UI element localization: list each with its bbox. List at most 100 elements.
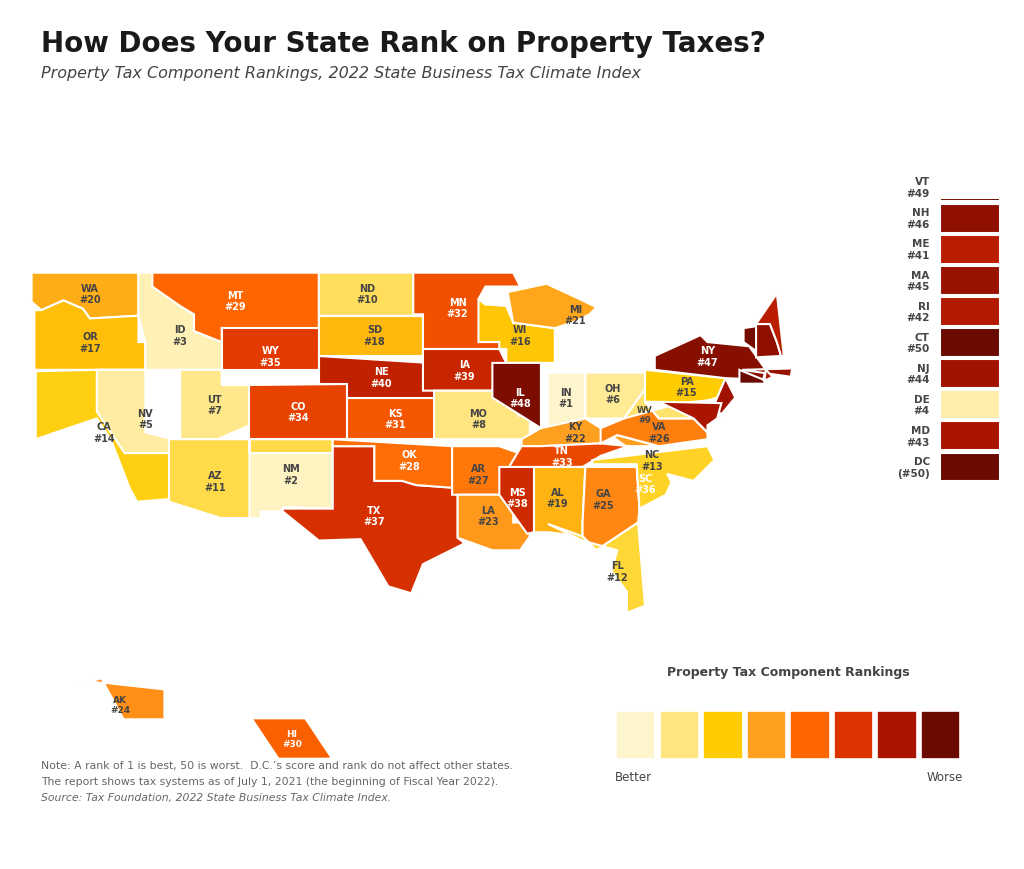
Text: Better: Better <box>614 771 651 783</box>
Text: MI
#21: MI #21 <box>565 304 587 326</box>
Polygon shape <box>333 440 453 488</box>
Text: ME
#41: ME #41 <box>906 239 930 261</box>
Text: NM
#2: NM #2 <box>283 463 300 485</box>
Text: NY
#47: NY #47 <box>696 346 718 368</box>
Polygon shape <box>548 373 586 428</box>
Bar <box>703 711 742 760</box>
Text: TAX FOUNDATION: TAX FOUNDATION <box>23 835 202 852</box>
FancyBboxPatch shape <box>940 328 1000 357</box>
Polygon shape <box>347 398 450 440</box>
Text: UT
#7: UT #7 <box>207 395 222 416</box>
Polygon shape <box>658 402 721 433</box>
Polygon shape <box>756 325 781 358</box>
Polygon shape <box>654 335 766 380</box>
Polygon shape <box>586 373 645 419</box>
Polygon shape <box>739 370 766 384</box>
Text: VT
#49: VT #49 <box>906 177 930 199</box>
Polygon shape <box>252 719 332 759</box>
Polygon shape <box>35 301 145 370</box>
Bar <box>921 711 961 760</box>
Polygon shape <box>32 274 138 319</box>
FancyBboxPatch shape <box>940 298 1000 327</box>
Text: PA
#15: PA #15 <box>676 376 697 398</box>
Polygon shape <box>592 447 715 509</box>
Polygon shape <box>601 390 708 447</box>
Text: RI
#42: RI #42 <box>906 302 930 323</box>
Text: FL
#12: FL #12 <box>606 561 628 582</box>
Text: NC
#13: NC #13 <box>641 450 663 471</box>
Polygon shape <box>250 384 347 440</box>
Polygon shape <box>574 468 639 551</box>
Text: WA
#20: WA #20 <box>79 283 100 305</box>
Polygon shape <box>434 388 529 440</box>
Text: DC
(#50): DC (#50) <box>897 456 930 478</box>
Text: AZ
#11: AZ #11 <box>204 470 225 492</box>
Text: MT
#29: MT #29 <box>225 290 247 312</box>
FancyBboxPatch shape <box>940 204 1000 233</box>
Polygon shape <box>180 370 250 440</box>
Text: NE
#40: NE #40 <box>371 367 392 388</box>
Polygon shape <box>500 468 534 534</box>
Text: KS
#31: KS #31 <box>384 408 407 429</box>
Bar <box>659 711 699 760</box>
Text: MN
#32: MN #32 <box>446 297 469 319</box>
Text: OH
#6: OH #6 <box>605 383 622 405</box>
Text: DE
#4: DE #4 <box>913 395 930 416</box>
Polygon shape <box>508 284 596 328</box>
Polygon shape <box>713 379 735 415</box>
FancyBboxPatch shape <box>940 267 1000 295</box>
Text: WV
#9: WV #9 <box>637 405 653 424</box>
Polygon shape <box>756 295 783 356</box>
Text: OK
#28: OK #28 <box>398 450 420 471</box>
Polygon shape <box>65 679 164 720</box>
Polygon shape <box>548 523 645 613</box>
Polygon shape <box>414 274 520 349</box>
Polygon shape <box>534 468 586 537</box>
Bar <box>878 711 916 760</box>
Polygon shape <box>423 349 506 391</box>
Text: NJ
#44: NJ #44 <box>906 363 930 385</box>
Text: Property Tax Component Rankings: Property Tax Component Rankings <box>668 665 909 678</box>
Text: Property Tax Component Rankings, 2022 State Business Tax Climate Index: Property Tax Component Rankings, 2022 St… <box>41 66 641 81</box>
Polygon shape <box>36 370 180 502</box>
Polygon shape <box>222 328 318 370</box>
Text: WI
#16: WI #16 <box>509 325 530 347</box>
FancyBboxPatch shape <box>940 174 1000 202</box>
Text: MD
#43: MD #43 <box>906 426 930 447</box>
Polygon shape <box>318 274 423 316</box>
Text: ND
#10: ND #10 <box>356 283 378 305</box>
Text: CA
#14: CA #14 <box>93 422 115 443</box>
Polygon shape <box>318 356 439 398</box>
Polygon shape <box>493 363 541 428</box>
Polygon shape <box>637 465 672 509</box>
Bar <box>616 711 655 760</box>
Text: MA
#45: MA #45 <box>906 270 930 292</box>
Polygon shape <box>743 325 770 356</box>
Polygon shape <box>138 274 222 370</box>
Text: OR
#17: OR #17 <box>79 332 100 354</box>
Text: SD
#18: SD #18 <box>364 325 385 347</box>
Polygon shape <box>478 300 555 363</box>
Polygon shape <box>521 419 658 447</box>
Text: CT
#50: CT #50 <box>906 332 930 354</box>
Text: SC
#36: SC #36 <box>634 474 655 494</box>
Polygon shape <box>169 440 333 519</box>
Text: AL
#19: AL #19 <box>547 488 568 508</box>
Text: CO
#34: CO #34 <box>288 401 309 423</box>
Text: MO
#8: MO #8 <box>470 408 487 429</box>
Text: Note: A rank of 1 is best, 50 is worst.  D.C.’s score and rank do not affect oth: Note: A rank of 1 is best, 50 is worst. … <box>41 760 513 770</box>
Polygon shape <box>318 316 423 356</box>
Polygon shape <box>742 369 793 377</box>
Text: TX
#37: TX #37 <box>364 505 385 527</box>
Bar <box>791 711 829 760</box>
Polygon shape <box>509 444 629 468</box>
Text: TN
#33: TN #33 <box>551 446 572 468</box>
Polygon shape <box>711 401 721 419</box>
Text: ME
#41: ME #41 <box>786 311 809 333</box>
Text: MS
#38: MS #38 <box>507 488 528 508</box>
Bar <box>834 711 873 760</box>
Text: LA
#23: LA #23 <box>477 505 499 527</box>
Text: Source: Tax Foundation, 2022 State Business Tax Climate Index.: Source: Tax Foundation, 2022 State Busin… <box>41 792 391 801</box>
Text: IL
#48: IL #48 <box>509 388 531 409</box>
Text: IA
#39: IA #39 <box>454 360 475 381</box>
